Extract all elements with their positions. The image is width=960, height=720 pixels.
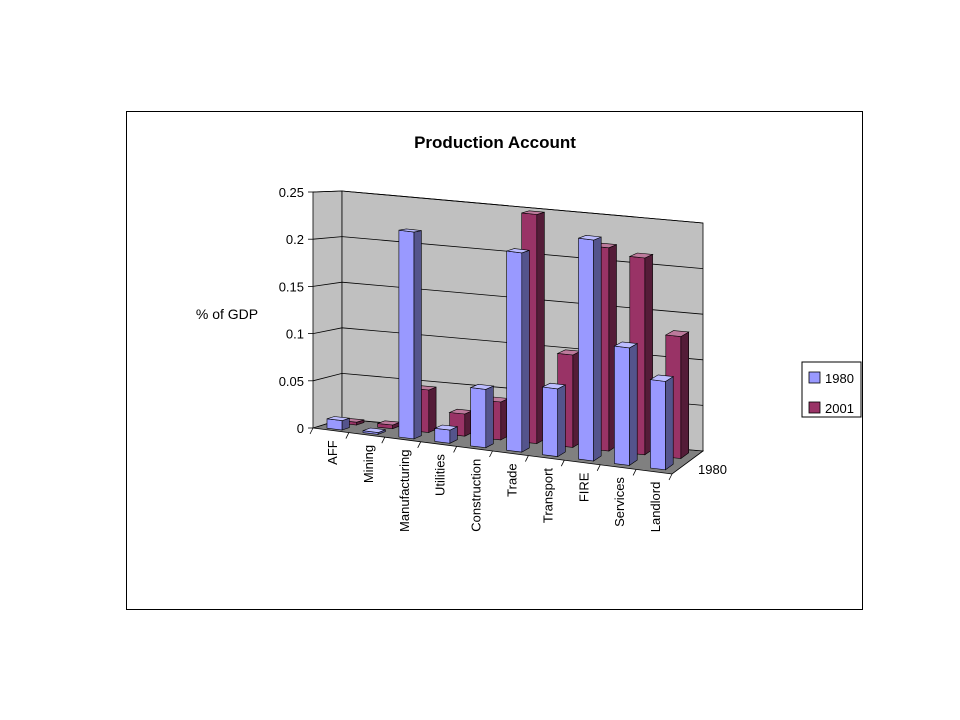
x-tick-label: Trade	[505, 463, 520, 496]
bar-1980-AFF	[326, 416, 350, 431]
bar-1980-Landlord	[649, 374, 675, 471]
bar-1980-Manufacturing	[398, 228, 422, 440]
side-wall	[312, 190, 343, 429]
bar-1980-Mining	[362, 427, 386, 435]
legend-label: 2001	[825, 401, 854, 416]
y-tick-label: 0.1	[286, 327, 304, 342]
bar-2001-Mining	[377, 420, 401, 430]
legend-swatch	[808, 371, 821, 384]
y-tick-label: 0.25	[279, 185, 304, 200]
x-tick-label: Manufacturing	[397, 450, 412, 532]
y-axis-title: % of GDP	[196, 306, 258, 322]
x-tick-mark	[381, 437, 386, 444]
x-tick-label: Transport	[540, 468, 555, 524]
bar-1980-Services	[613, 341, 639, 466]
bar-1980-Utilities	[433, 424, 459, 444]
y-tick-label: 0.15	[279, 279, 304, 294]
y-tick-label: 0.05	[279, 374, 304, 389]
x-tick-label: Utilities	[433, 454, 448, 496]
x-tick-label: FIRE	[576, 472, 591, 502]
chart-svg: Production Account % of GDP 0 0.05 0.1 0.15…	[196, 133, 862, 533]
bars	[326, 210, 690, 471]
legend: 1980 2001	[801, 361, 862, 418]
x-axis-labels: AFF Mining Manufacturing Utilities Construct…	[309, 427, 673, 533]
legend-label: 1980	[825, 371, 854, 386]
gridline	[312, 190, 704, 224]
x-tick-mark	[345, 432, 350, 439]
x-tick-mark	[309, 427, 314, 435]
x-tick-mark	[596, 464, 601, 471]
bar-1980-FIRE	[578, 234, 602, 462]
chart-title: Production Account	[414, 133, 576, 152]
bar-1980-Transport	[541, 382, 567, 458]
bar-2001-Utilities	[448, 408, 474, 437]
x-tick-label: AFF	[325, 440, 340, 465]
x-tick-label: Mining	[361, 445, 376, 483]
x-tick-mark	[632, 469, 637, 476]
chart-frame: Production Account % of GDP 0 0.05 0.1 0.15…	[126, 111, 863, 610]
x-tick-mark	[417, 441, 422, 448]
x-tick-mark	[560, 460, 565, 467]
x-tick-mark	[525, 455, 529, 462]
x-tick-mark	[453, 446, 457, 453]
x-tick-mark	[668, 473, 673, 481]
y-axis-ticks: 0 0.05 0.1 0.15 0.2 0.25	[279, 185, 313, 436]
x-tick-label: Services	[612, 477, 627, 527]
y-tick-label: 0	[297, 421, 304, 436]
depth-axis-label: 1980	[698, 462, 727, 477]
x-tick-mark	[489, 450, 493, 458]
bar-1980-Trade	[506, 248, 530, 453]
y-tick-label: 0.2	[286, 232, 304, 247]
legend-swatch	[808, 401, 821, 414]
x-tick-label: Landlord	[648, 482, 663, 533]
x-tick-label: Construction	[469, 459, 484, 532]
bar-1980-Construction	[469, 383, 495, 449]
